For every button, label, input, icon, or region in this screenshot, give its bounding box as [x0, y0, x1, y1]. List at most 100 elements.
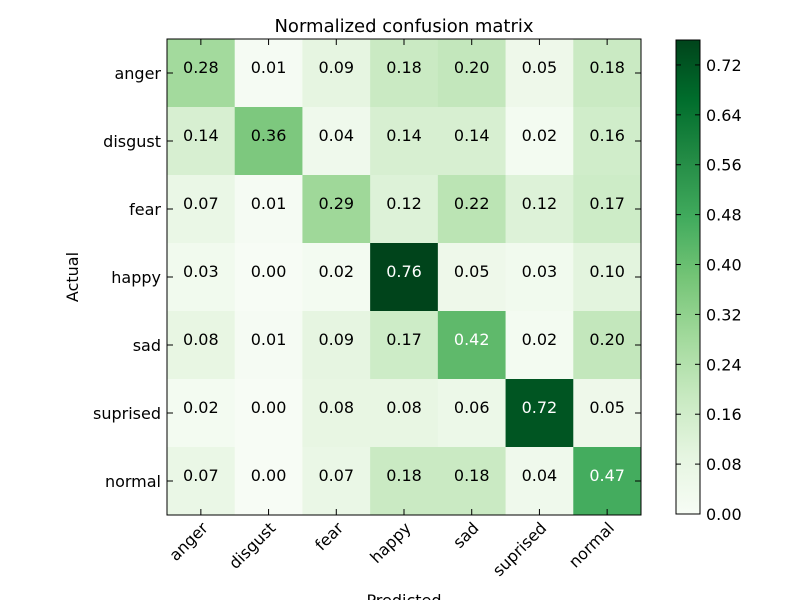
- cell-value-label: 0.47: [589, 466, 625, 485]
- cell-value-label: 0.14: [183, 126, 219, 145]
- x-axis-label: Predicted: [366, 591, 441, 600]
- chart-title: Normalized confusion matrix: [274, 16, 533, 37]
- heatmap-cell: [573, 107, 642, 176]
- heatmap-cell: [437, 39, 507, 108]
- heatmap-cell: [302, 447, 371, 516]
- heatmap-cell: [167, 311, 236, 380]
- heatmap-cells: [167, 39, 642, 516]
- heatmap-cell: [167, 175, 236, 244]
- y-tick-label: suprised: [93, 404, 161, 423]
- x-tick-label: sad: [449, 518, 482, 551]
- heatmap-cell: [234, 447, 303, 516]
- colorbar-tick-label: 0.48: [706, 206, 742, 225]
- heatmap-cell-labels: 0.28 0.01 0.09 0.18 0.20 0.05 0.18 0.14 0.36 0.04…: [183, 58, 625, 485]
- cell-value-label: 0.07: [318, 466, 354, 485]
- heatmap-cell: [234, 107, 303, 176]
- heatmap-cell: [234, 39, 303, 108]
- heatmap-cell: [234, 311, 303, 380]
- heatmap-cell: [302, 311, 371, 380]
- heatmap-cell: [302, 243, 371, 312]
- y-tick-label: anger: [114, 64, 161, 83]
- heatmap-cell: [167, 39, 236, 108]
- x-tick-label: happy: [366, 518, 415, 567]
- cell-value-label: 0.18: [386, 58, 422, 77]
- cell-value-label: 0.08: [386, 398, 422, 417]
- colorbar-tick-label: 0.16: [706, 405, 742, 424]
- heatmap-cell: [505, 39, 574, 108]
- cell-value-label: 0.05: [589, 398, 625, 417]
- cell-value-label: 0.18: [454, 466, 490, 485]
- cell-value-label: 0.08: [318, 398, 354, 417]
- heatmap-cell: [437, 243, 507, 312]
- cell-value-label: 0.17: [589, 194, 625, 213]
- heatmap-cell: [370, 379, 439, 448]
- heatmap-cell: [302, 39, 371, 108]
- y-tick-label: normal: [105, 472, 161, 491]
- cell-value-label: 0.76: [386, 262, 422, 281]
- cell-value-label: 0.20: [454, 58, 490, 77]
- cell-value-label: 0.02: [522, 330, 558, 349]
- heatmap-cell: [370, 175, 439, 244]
- cell-value-label: 0.08: [183, 330, 219, 349]
- y-axis-ticks: anger disgust fear happy sad suprised normal: [93, 64, 641, 491]
- y-tick-label: sad: [133, 336, 161, 355]
- colorbar-tick-label: 0.24: [706, 355, 742, 374]
- cell-value-label: 0.36: [251, 126, 287, 145]
- heatmap-cell: [302, 175, 371, 244]
- cell-value-label: 0.72: [522, 398, 558, 417]
- cell-value-label: 0.14: [454, 126, 490, 145]
- cell-value-label: 0.04: [522, 466, 558, 485]
- cell-value-label: 0.05: [522, 58, 558, 77]
- heatmap-cell: [505, 447, 574, 516]
- colorbar-tick-label: 0.08: [706, 455, 742, 474]
- cell-value-label: 0.05: [454, 262, 490, 281]
- cell-value-label: 0.42: [454, 330, 490, 349]
- cell-value-label: 0.03: [183, 262, 219, 281]
- heatmap-cell: [234, 243, 303, 312]
- heatmap-cell: [573, 447, 642, 516]
- cell-value-label: 0.09: [318, 330, 354, 349]
- heatmap-cell: [573, 243, 642, 312]
- heatmap-cell: [167, 447, 236, 516]
- heatmap-cell: [573, 311, 642, 380]
- heatmap-cell: [437, 311, 507, 380]
- heatmap-cell: [505, 243, 574, 312]
- colorbar: [675, 39, 701, 515]
- cell-value-label: 0.09: [318, 58, 354, 77]
- cell-value-label: 0.14: [386, 126, 422, 145]
- x-tick-label: anger: [165, 518, 212, 565]
- colorbar-tick-label: 0.64: [706, 106, 742, 125]
- cell-value-label: 0.02: [318, 262, 354, 281]
- x-tick-label: suprised: [489, 518, 551, 580]
- x-tick-label: normal: [565, 518, 618, 571]
- cell-value-label: 0.28: [183, 58, 219, 77]
- cell-value-label: 0.03: [522, 262, 558, 281]
- heatmap-cell: [370, 243, 439, 312]
- cell-value-label: 0.00: [251, 466, 287, 485]
- cell-value-label: 0.06: [454, 398, 490, 417]
- cell-value-label: 0.10: [589, 262, 625, 281]
- colorbar-tick-label: 0.32: [706, 305, 742, 324]
- cell-value-label: 0.17: [386, 330, 422, 349]
- heatmap-cell: [370, 107, 439, 176]
- heatmap-cell: [302, 107, 371, 176]
- heatmap-cell: [505, 107, 574, 176]
- cell-value-label: 0.07: [183, 194, 219, 213]
- colorbar-tick-label: 0.40: [706, 256, 742, 275]
- heatmap-cell: [370, 39, 439, 108]
- cell-value-label: 0.18: [386, 466, 422, 485]
- x-tick-label: disgust: [225, 518, 279, 572]
- cell-value-label: 0.04: [318, 126, 354, 145]
- heatmap-cell: [437, 379, 507, 448]
- heatmap-cell: [234, 175, 303, 244]
- y-axis-label: Actual: [63, 252, 82, 302]
- heatmap-cell: [505, 311, 574, 380]
- y-tick-label: disgust: [103, 132, 161, 151]
- cell-value-label: 0.02: [183, 398, 219, 417]
- heatmap-cell: [370, 311, 439, 380]
- heatmap-cell: [505, 379, 574, 448]
- heatmap-cell: [167, 243, 236, 312]
- cell-value-label: 0.01: [251, 58, 287, 77]
- cell-value-label: 0.00: [251, 398, 287, 417]
- cell-value-label: 0.02: [522, 126, 558, 145]
